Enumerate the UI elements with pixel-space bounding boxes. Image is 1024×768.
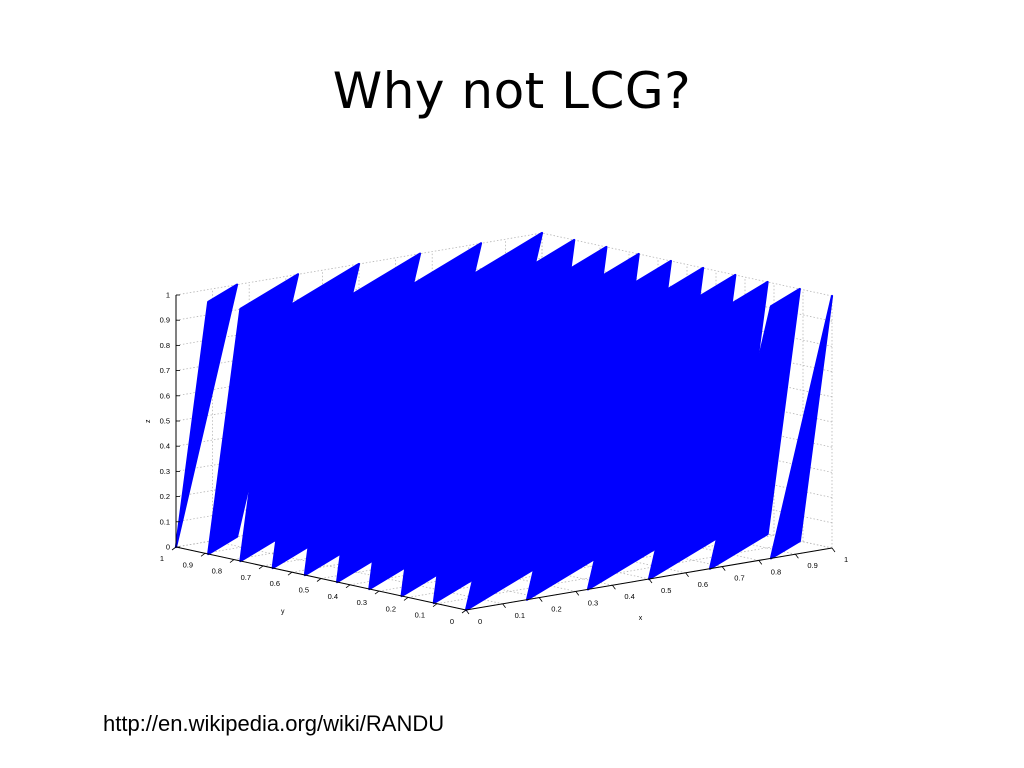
axis-frame	[171, 294, 836, 615]
x-tick-mark	[465, 609, 470, 615]
x-tick-label: 0.5	[661, 586, 671, 595]
y-tick-mark	[345, 584, 351, 589]
y-tick-mark	[316, 578, 322, 582]
y-tick-mark	[200, 552, 206, 557]
z-tick-label: 0.9	[160, 316, 170, 325]
y-tick-label: 1	[160, 554, 164, 563]
z-tick-label: 0	[166, 543, 170, 552]
y-tick-mark	[258, 565, 264, 570]
z-tick-label: 0.1	[160, 517, 170, 526]
z-tick-label: 0.5	[160, 417, 170, 426]
point-plane	[174, 283, 239, 549]
z-tick-label: 0.7	[160, 366, 170, 375]
floor-grid-line	[436, 541, 804, 605]
x-tick-mark	[648, 578, 653, 584]
x-tick-mark	[575, 591, 580, 596]
y-tick-mark	[287, 571, 293, 576]
x-tick-label: 1	[844, 555, 848, 564]
x-tick-mark	[538, 597, 543, 602]
y-tick-label: 0	[450, 617, 454, 626]
x-tick-mark	[502, 603, 506, 609]
x-tick-label: 0.9	[807, 561, 817, 570]
y-tick-label: 0.1	[415, 611, 425, 620]
x-tick-mark	[758, 560, 763, 565]
point-plane	[769, 294, 834, 560]
y-tick-mark	[374, 590, 380, 595]
z-axis-label: z	[145, 419, 152, 423]
y-tick-label: 0.2	[386, 604, 396, 613]
z-tick-label: 0.6	[160, 391, 170, 400]
y-tick-label: 0.9	[183, 560, 193, 569]
x-tick-mark	[721, 566, 726, 571]
x-tick-mark	[831, 547, 836, 553]
y-tick-mark	[432, 603, 438, 608]
z-tick-label: 0.8	[160, 341, 170, 350]
slide-title: Why not LCG?	[332, 62, 692, 120]
x-tick-label: 0.3	[588, 598, 598, 607]
z-tick-label: 0.3	[160, 467, 170, 476]
floor-grid-line	[407, 535, 775, 598]
x-tick-label: 0.1	[515, 611, 525, 620]
x-tick-mark	[612, 584, 616, 590]
x-tick-label: 0.2	[551, 605, 561, 614]
x-tick-label: 0	[478, 617, 482, 626]
floor-grid-line	[212, 540, 503, 605]
source-url-link[interactable]: http://en.wikipedia.org/wiki/RANDU	[103, 711, 445, 736]
tick-labels: 00.10.20.30.40.50.60.70.80.9100.10.20.30…	[160, 291, 849, 627]
x-axis-label: x	[639, 615, 643, 622]
x-tick-label: 0.4	[624, 592, 634, 601]
x-tick-mark	[795, 553, 799, 559]
x-tick-label: 0.8	[771, 567, 781, 576]
y-tick-label: 0.7	[241, 573, 251, 582]
y-tick-mark	[171, 546, 177, 551]
z-tick-label: 1	[166, 291, 170, 300]
y-tick-label: 0.4	[328, 592, 338, 601]
y-tick-mark	[229, 559, 235, 563]
y-tick-label: 0.6	[270, 579, 280, 588]
y-tick-label: 0.8	[212, 567, 222, 576]
z-tick-label: 0.4	[160, 442, 170, 451]
x-tick-label: 0.7	[734, 574, 744, 583]
z-tick-label: 0.2	[160, 492, 170, 501]
y-tick-mark	[403, 597, 409, 601]
wall-x-grid-line	[541, 232, 833, 297]
y-axis-label: y	[281, 609, 285, 616]
x-tick-mark	[685, 572, 689, 578]
y-tick-mark	[461, 609, 467, 614]
y-tick-label: 0.3	[357, 598, 367, 607]
x-tick-label: 0.6	[698, 580, 708, 589]
y-tick-label: 0.5	[299, 586, 309, 595]
data-point-planes	[174, 231, 834, 612]
